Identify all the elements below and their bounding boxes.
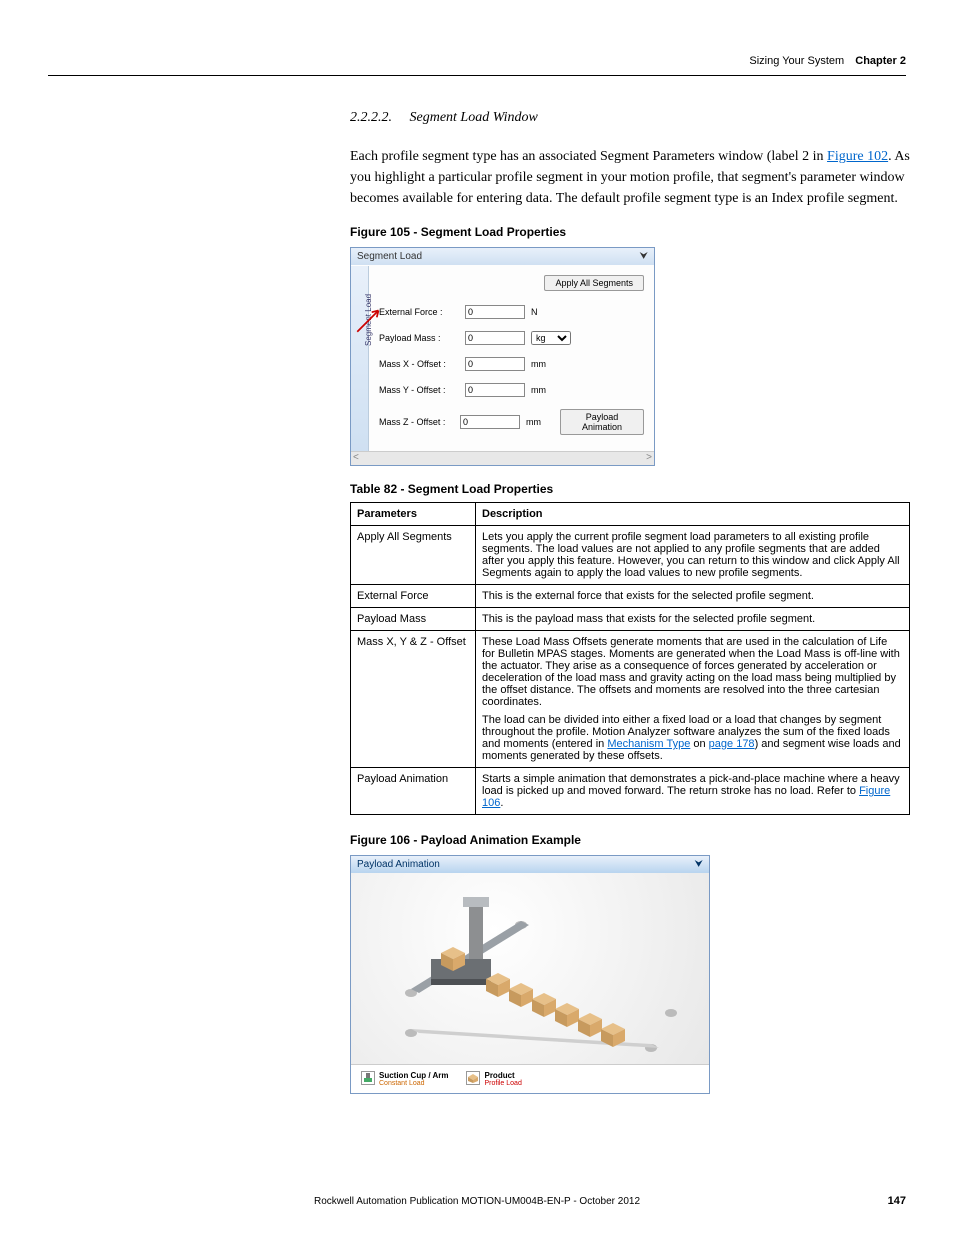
header-breadcrumb: Sizing Your System Chapter 2 (749, 55, 906, 67)
product-icon (466, 1071, 480, 1085)
segment-load-sidebar[interactable]: Segment Load (351, 266, 369, 451)
param-cell: External Force (351, 585, 476, 608)
param-cell: Payload Animation (351, 768, 476, 815)
col-description: Description (476, 503, 910, 526)
breadcrumb-text: Sizing Your System (749, 55, 844, 67)
legend-product: Product Profile Load (466, 1071, 521, 1087)
mechanism-type-link[interactable]: Mechanism Type (607, 738, 690, 750)
payload-mass-row: Payload Mass : kg (379, 331, 644, 345)
footer-publication: Rockwell Automation Publication MOTION-U… (0, 1196, 954, 1207)
header-rule (48, 75, 906, 76)
mass-z-input[interactable] (460, 415, 520, 429)
desc-cell: Lets you apply the current profile segme… (476, 526, 910, 585)
chapter-label: Chapter 2 (855, 55, 906, 67)
legend-left-line1: Suction Cup / Arm (379, 1071, 448, 1080)
table-row: External Force This is the external forc… (351, 585, 910, 608)
payload-mass-label: Payload Mass : (379, 333, 459, 343)
param-cell: Payload Mass (351, 608, 476, 631)
page-178-link[interactable]: page 178 (709, 738, 755, 750)
payload-animation-titlebar: Payload Animation ⮟ (351, 856, 709, 873)
mass-x-input[interactable] (465, 357, 525, 371)
segment-load-scrollbar[interactable]: <> (351, 451, 654, 465)
table-header-row: Parameters Description (351, 503, 910, 526)
segment-load-title: Segment Load (357, 251, 422, 262)
external-force-input[interactable] (465, 305, 525, 319)
legend-right-line1: Product (484, 1071, 521, 1080)
external-force-label: External Force : (379, 307, 459, 317)
external-force-unit: N (531, 307, 561, 317)
figure-105-caption: Figure 105 - Segment Load Properties (350, 225, 910, 239)
desc-cell: This is the payload mass that exists for… (476, 608, 910, 631)
callout-arrow (353, 302, 387, 338)
mass-z-unit: mm (526, 417, 554, 427)
payload-animation-button[interactable]: Payload Animation (560, 409, 644, 435)
pin-icon[interactable]: ⮟ (640, 251, 649, 262)
mass-x-label: Mass X - Offset : (379, 359, 459, 369)
desc-cell: Starts a simple animation that demonstra… (476, 768, 910, 815)
table-row: Payload Mass This is the payload mass th… (351, 608, 910, 631)
segment-load-window: Segment Load ⮟ Segment Load Apply All Se… (350, 247, 655, 466)
table-row: Payload Animation Starts a simple animat… (351, 768, 910, 815)
mass-y-row: Mass Y - Offset : mm (379, 383, 644, 397)
mass-y-label: Mass Y - Offset : (379, 385, 459, 395)
figure-102-link[interactable]: Figure 102 (827, 149, 888, 164)
external-force-row: External Force : N (379, 305, 644, 319)
param-cell: Mass X, Y & Z - Offset (351, 631, 476, 768)
legend-left-line2: Constant Load (379, 1080, 448, 1087)
mass-y-input[interactable] (465, 383, 525, 397)
segment-load-properties-table: Parameters Description Apply All Segment… (350, 502, 910, 815)
mass-x-row: Mass X - Offset : mm (379, 357, 644, 371)
section-title: Segment Load Window (410, 110, 538, 125)
pin-icon[interactable]: ⮟ (695, 859, 704, 870)
payload-animation-title: Payload Animation (357, 859, 440, 870)
apply-all-segments-button[interactable]: Apply All Segments (544, 275, 644, 291)
page-number: 147 (888, 1195, 906, 1207)
section-heading: 2.2.2.2. Segment Load Window (350, 110, 910, 126)
payload-animation-canvas (351, 873, 709, 1065)
table-row: Apply All Segments Lets you apply the cu… (351, 526, 910, 585)
figure-106-caption: Figure 106 - Payload Animation Example (350, 833, 910, 847)
desc-cell: These Load Mass Offsets generate moments… (476, 631, 910, 768)
legend-suction-cup: Suction Cup / Arm Constant Load (361, 1071, 448, 1087)
param-cell: Apply All Segments (351, 526, 476, 585)
mass-y-unit: mm (531, 385, 561, 395)
intro-paragraph: Each profile segment type has an associa… (350, 146, 910, 209)
payload-mass-input[interactable] (465, 331, 525, 345)
mass-z-label: Mass Z - Offset : (379, 417, 454, 427)
payload-animation-legend: Suction Cup / Arm Constant Load Product … (351, 1065, 709, 1093)
mass-z-row: Mass Z - Offset : mm Payload Animation (379, 409, 644, 435)
suction-cup-icon (361, 1071, 375, 1085)
col-parameters: Parameters (351, 503, 476, 526)
legend-right-line2: Profile Load (484, 1080, 521, 1087)
payload-mass-unit-select[interactable]: kg (531, 331, 571, 345)
segment-load-titlebar: Segment Load ⮟ (351, 248, 654, 265)
section-number: 2.2.2.2. (350, 110, 392, 125)
payload-animation-window: Payload Animation ⮟ (350, 855, 710, 1094)
mass-x-unit: mm (531, 359, 561, 369)
table-82-caption: Table 82 - Segment Load Properties (350, 482, 910, 496)
table-row: Mass X, Y & Z - Offset These Load Mass O… (351, 631, 910, 768)
desc-cell: This is the external force that exists f… (476, 585, 910, 608)
